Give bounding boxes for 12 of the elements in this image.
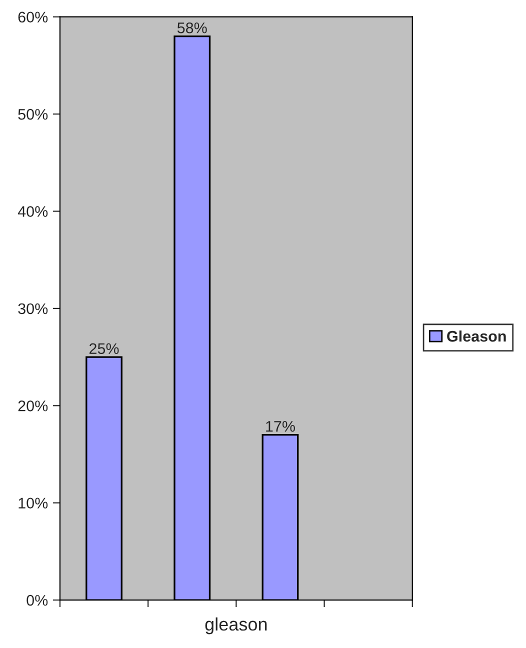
y-tick-label: 0% (26, 594, 48, 606)
y-tick-label: 10% (18, 498, 48, 509)
data-label: 25% (89, 343, 119, 354)
y-tick-label: 30% (18, 303, 48, 314)
y-tick-label: 20% (18, 400, 48, 412)
y-tick-label: 50% (18, 108, 48, 120)
data-label: 58% (177, 22, 207, 34)
y-tick-label: 40% (18, 206, 48, 217)
y-tick-label: 60% (18, 12, 48, 23)
data-label: 17% (266, 421, 295, 432)
x-axis-title: gleason (205, 617, 267, 634)
legend-label: Gleason (447, 330, 506, 342)
